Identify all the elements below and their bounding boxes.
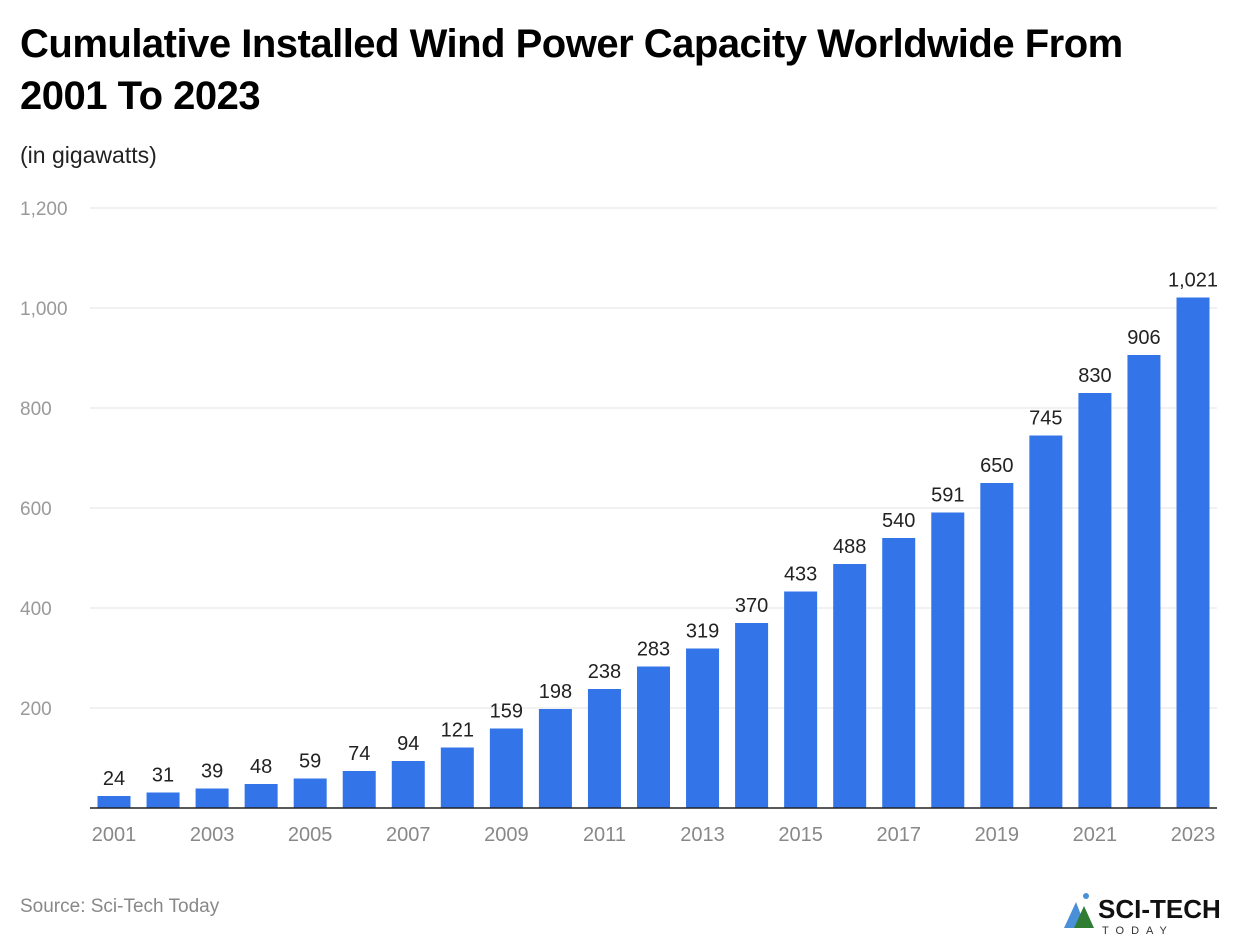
bar — [391, 761, 425, 808]
data-label: 48 — [250, 756, 272, 778]
bar — [440, 747, 474, 808]
data-label: 39 — [201, 761, 223, 783]
data-label: 650 — [980, 455, 1013, 477]
bar — [980, 483, 1014, 808]
data-label: 24 — [103, 768, 125, 790]
y-tick-label: 800 — [20, 399, 52, 420]
bar — [784, 591, 818, 808]
data-label: 488 — [833, 536, 866, 558]
x-tick-label: 2013 — [680, 824, 725, 846]
sci-tech-today-logo: SCI-TECH TODAY — [1064, 893, 1221, 936]
data-label: 94 — [397, 733, 419, 755]
bar-chart: 200 400 600 800 1,000 1,200 24 2001 31 39 2003 48 59… — [20, 199, 1218, 846]
bar — [342, 771, 376, 808]
bar — [538, 709, 572, 808]
bar — [833, 564, 867, 808]
source-text: Source: Sci-Tech Today — [20, 896, 220, 917]
data-label: 433 — [784, 564, 817, 586]
bar — [587, 689, 621, 808]
y-tick-label: 1,200 — [20, 199, 68, 220]
svg-text:SCI-TECH: SCI-TECH — [1098, 894, 1221, 924]
x-tick-label: 2017 — [876, 824, 921, 846]
x-tick-label: 2023 — [1171, 824, 1216, 846]
x-tick-label: 2009 — [484, 824, 529, 846]
data-label: 198 — [539, 681, 572, 703]
y-tick-label: 200 — [20, 699, 52, 720]
bar — [195, 788, 229, 808]
bar — [735, 623, 769, 808]
data-label: 159 — [490, 701, 523, 723]
chart-title: Cumulative Installed Wind Power Capacity… — [20, 22, 1123, 118]
data-label: 31 — [152, 765, 174, 787]
data-label: 1,021 — [1168, 270, 1218, 292]
bar — [1029, 435, 1063, 808]
data-label: 74 — [348, 743, 370, 765]
bar — [882, 538, 916, 808]
chart-subtitle: (in gigawatts) — [20, 142, 157, 168]
x-tick-label: 2003 — [190, 824, 235, 846]
bar — [1078, 393, 1112, 808]
bar — [293, 778, 327, 808]
data-label: 906 — [1127, 327, 1160, 349]
data-label: 238 — [588, 661, 621, 683]
data-label: 59 — [299, 751, 321, 773]
bar — [146, 792, 180, 808]
x-tick-label: 2019 — [975, 824, 1020, 846]
y-tick-label: 400 — [20, 599, 52, 620]
x-tick-label: 2015 — [778, 824, 823, 846]
bar — [244, 784, 278, 808]
data-label: 540 — [882, 510, 915, 532]
bar — [97, 796, 131, 808]
bar — [489, 728, 523, 808]
svg-text:TODAY: TODAY — [1102, 925, 1174, 936]
bar — [931, 512, 965, 808]
x-tick-label: 2021 — [1073, 824, 1118, 846]
y-tick-label: 600 — [20, 499, 52, 520]
x-tick-label: 2005 — [288, 824, 333, 846]
data-label: 370 — [735, 595, 768, 617]
x-tick-label: 2011 — [583, 824, 626, 846]
data-label: 121 — [441, 720, 474, 742]
data-label: 591 — [931, 485, 964, 507]
x-tick-label: 2007 — [386, 824, 431, 846]
data-label: 830 — [1078, 365, 1111, 387]
data-label: 745 — [1029, 408, 1062, 430]
bar — [637, 666, 670, 808]
data-label: 283 — [637, 639, 670, 661]
bar — [1176, 297, 1210, 808]
data-label: 319 — [686, 621, 719, 643]
x-tick-label: 2001 — [92, 824, 137, 846]
bar — [1127, 355, 1161, 808]
bar — [686, 648, 720, 808]
y-tick-label: 1,000 — [20, 299, 68, 320]
